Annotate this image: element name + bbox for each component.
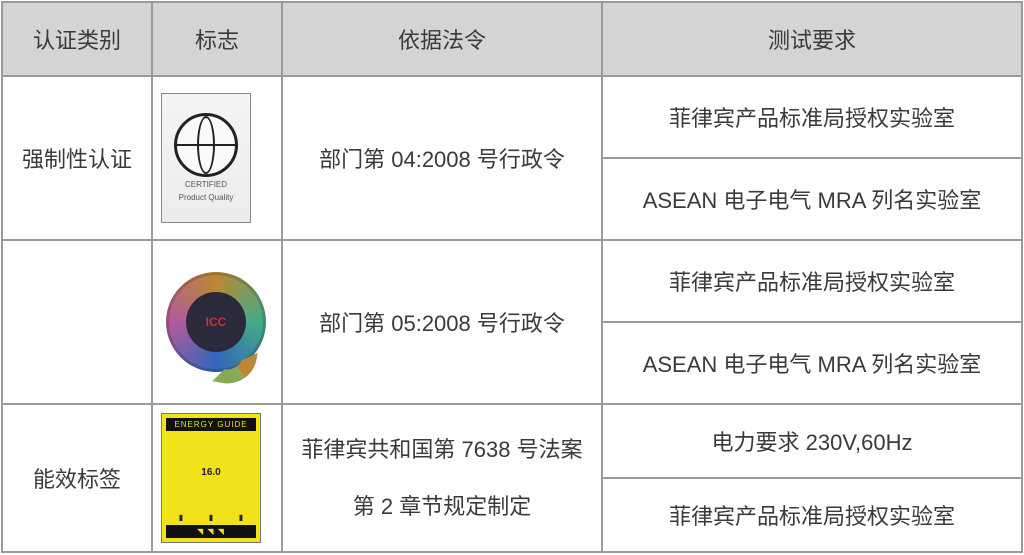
- energy-mid: 16.0: [166, 434, 256, 510]
- cell-law: 部门第 05:2008 号行政令: [282, 240, 602, 404]
- cell-mark: ICC: [152, 240, 282, 404]
- law-line: 第 2 章节规定制定: [291, 478, 593, 535]
- table-row: ICC 部门第 05:2008 号行政令 菲律宾产品标准局授权实验室: [2, 240, 1022, 322]
- energy-header-bar: ENERGY GUIDE: [166, 418, 256, 431]
- cell-category: 强制性认证: [2, 76, 152, 240]
- gear-icon: ICC: [186, 292, 246, 352]
- cell-mark: ENERGY GUIDE 16.0 ▮▮▮ ◥ ◥ ◥: [152, 404, 282, 552]
- header-mark: 标志: [152, 2, 282, 76]
- ribbon-icon: [212, 346, 258, 388]
- cell-requirement: ASEAN 电子电气 MRA 列名实验室: [602, 322, 1022, 404]
- cell-requirement: 菲律宾产品标准局授权实验室: [602, 76, 1022, 158]
- cell-requirement: 电力要求 230V,60Hz: [602, 404, 1022, 478]
- ps-caption-1: CERTIFIED: [185, 181, 227, 190]
- cell-law: 部门第 04:2008 号行政令: [282, 76, 602, 240]
- ps-quality-mark-icon: CERTIFIED Product Quality: [161, 93, 251, 223]
- energy-footer-bar: ◥ ◥ ◥: [166, 525, 256, 538]
- cell-law: 菲律宾共和国第 7638 号法案 第 2 章节规定制定: [282, 404, 602, 552]
- certification-table: 认证类别 标志 依据法令 测试要求 强制性认证 CERTIFIED Produc…: [1, 1, 1023, 553]
- energy-guide-label-icon: ENERGY GUIDE 16.0 ▮▮▮ ◥ ◥ ◥: [161, 413, 261, 543]
- cell-category: 能效标签: [2, 404, 152, 552]
- header-requirement: 测试要求: [602, 2, 1022, 76]
- cell-category: [2, 240, 152, 404]
- cell-mark: CERTIFIED Product Quality: [152, 76, 282, 240]
- table-row: 强制性认证 CERTIFIED Product Quality 部门第 04:2…: [2, 76, 1022, 158]
- cell-requirement: 菲律宾产品标准局授权实验室: [602, 478, 1022, 552]
- table-row: 能效标签 ENERGY GUIDE 16.0 ▮▮▮ ◥ ◥ ◥ 菲律宾共和国第…: [2, 404, 1022, 478]
- energy-row: ▮▮▮: [166, 513, 256, 522]
- cell-requirement: ASEAN 电子电气 MRA 列名实验室: [602, 158, 1022, 240]
- cell-requirement: 菲律宾产品标准局授权实验室: [602, 240, 1022, 322]
- header-law: 依据法令: [282, 2, 602, 76]
- law-line: 菲律宾共和国第 7638 号法案: [291, 421, 593, 478]
- header-category: 认证类别: [2, 2, 152, 76]
- ps-caption-2: Product Quality: [179, 194, 234, 203]
- table-header-row: 认证类别 标志 依据法令 测试要求: [2, 2, 1022, 76]
- icc-mark-icon: ICC: [161, 257, 271, 387]
- globe-icon: [174, 113, 238, 177]
